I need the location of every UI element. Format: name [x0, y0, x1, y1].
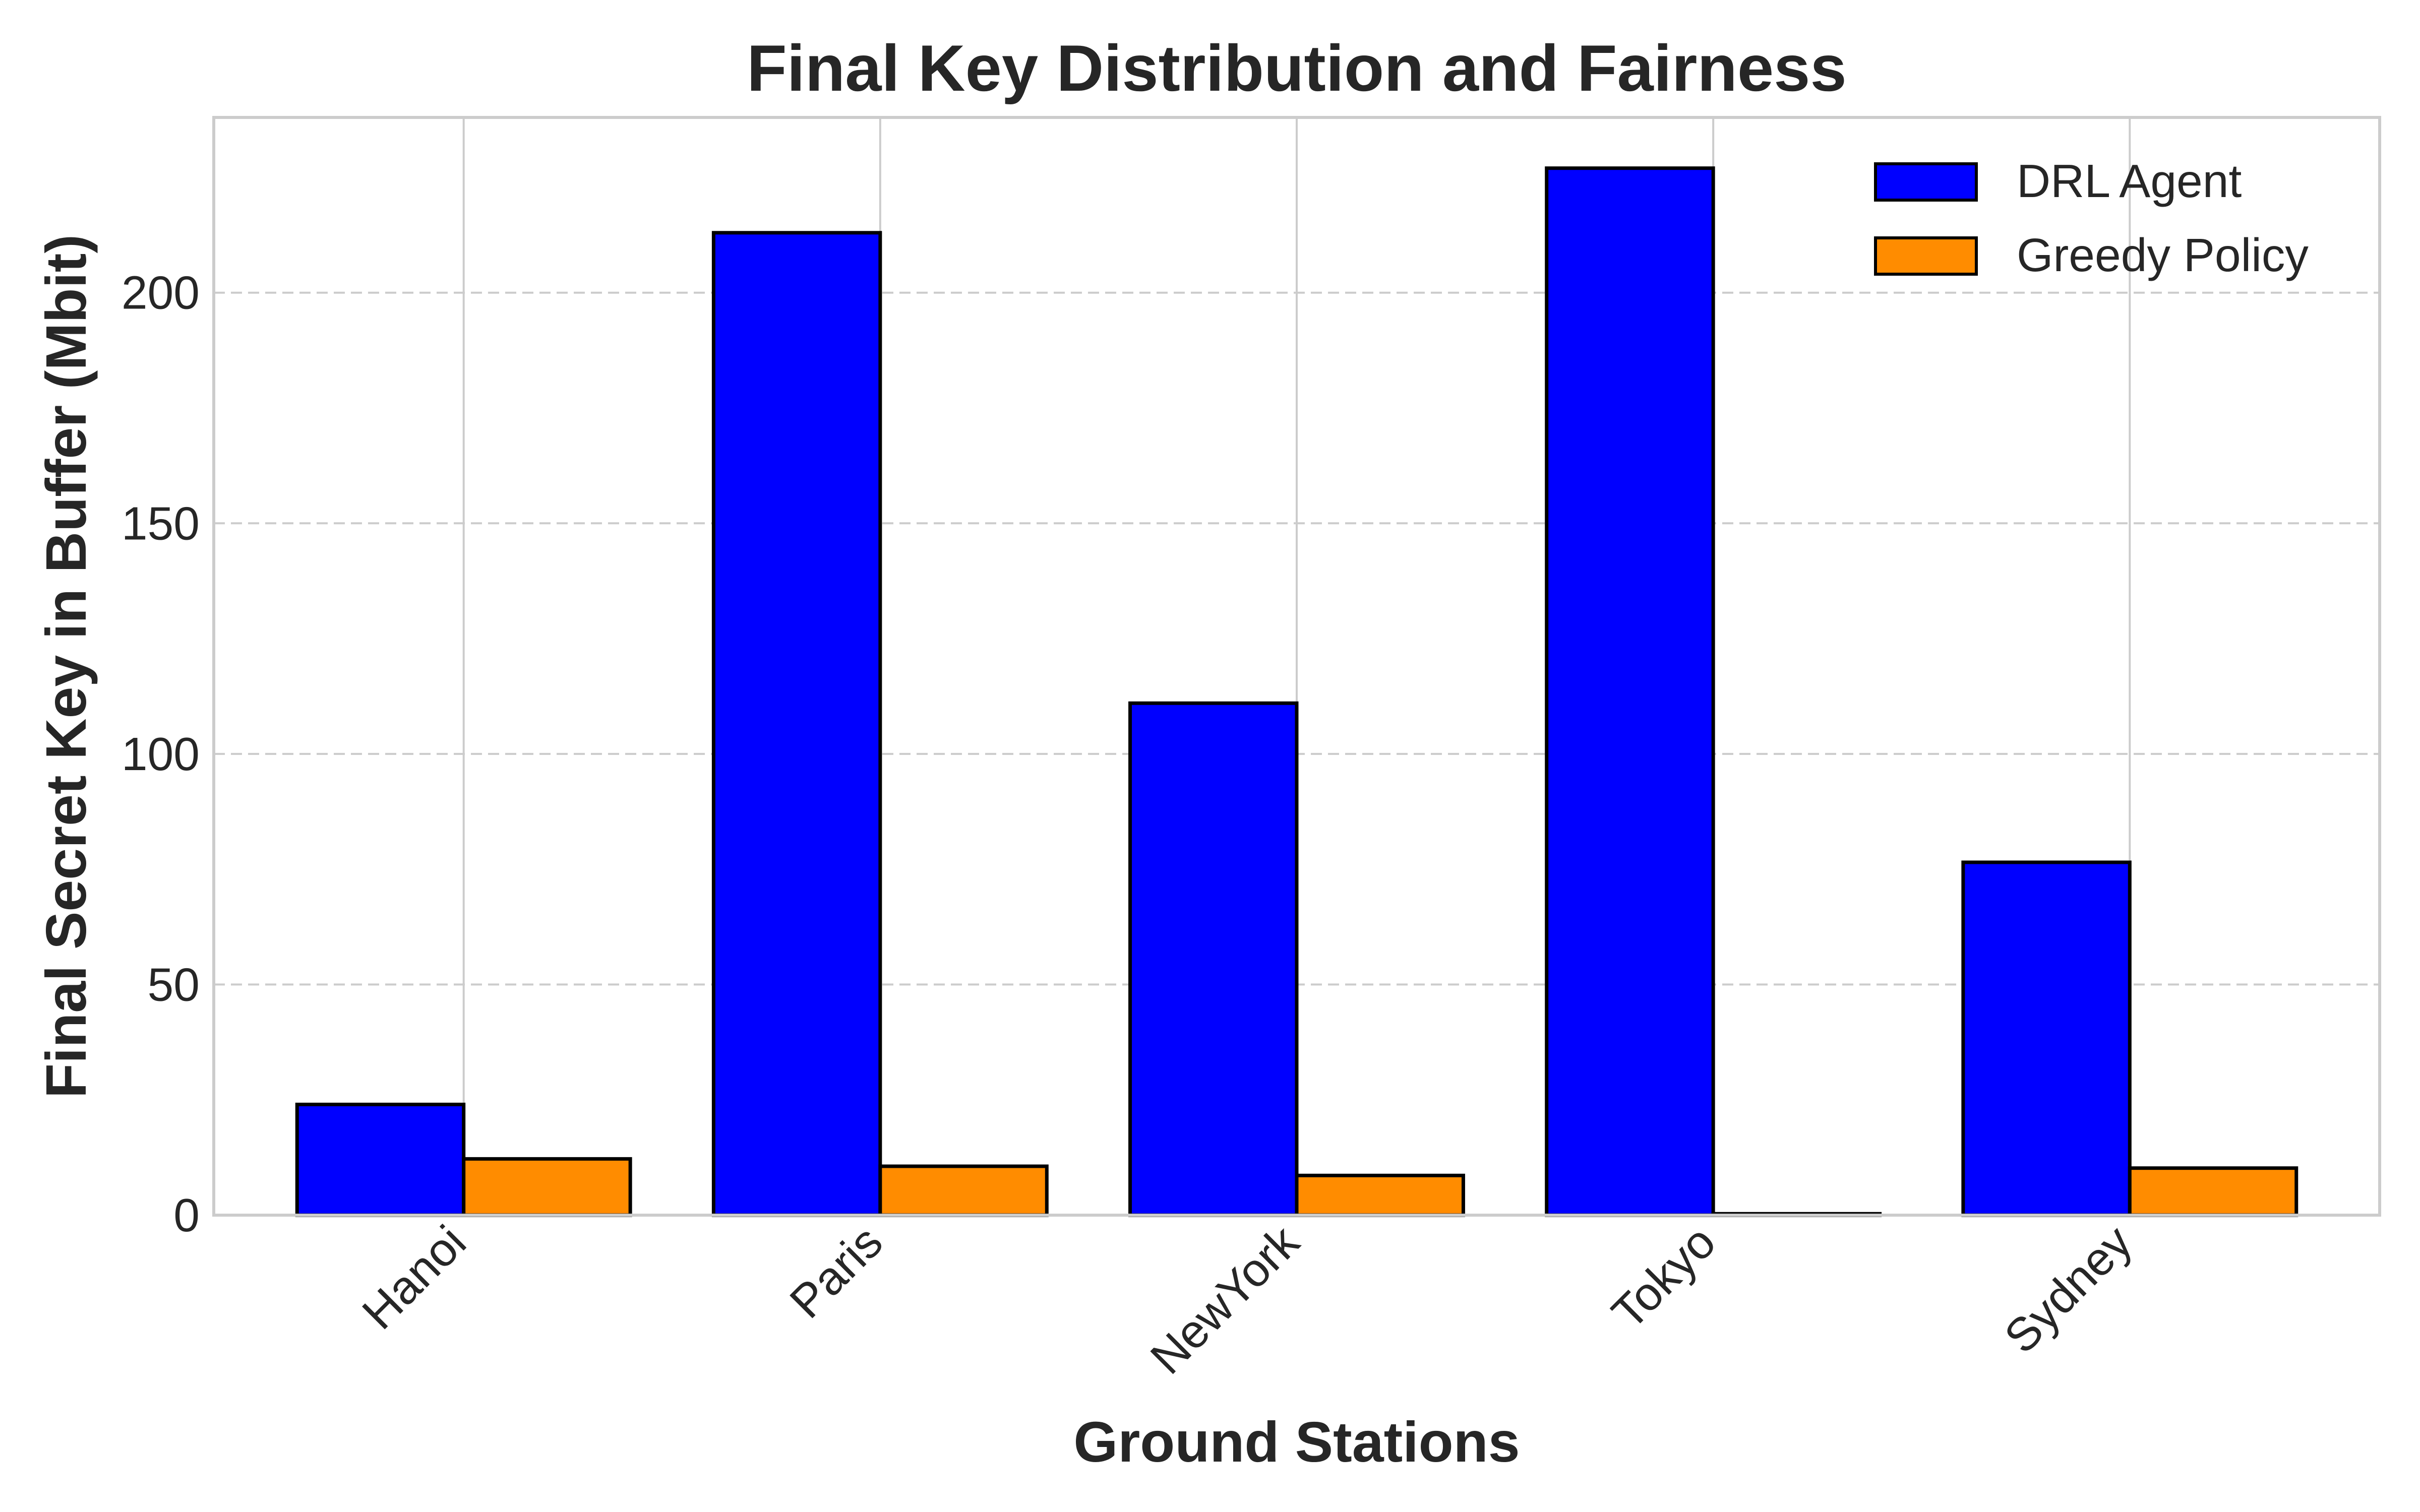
bar-greedy: [1295, 1173, 1465, 1217]
bar-drl: [295, 1102, 466, 1217]
legend-swatch: [1874, 236, 1978, 276]
bar-drl: [1961, 860, 2132, 1217]
bar-greedy: [462, 1157, 632, 1217]
legend-swatch: [1874, 162, 1978, 202]
bar-drl: [1545, 166, 1715, 1217]
bar-greedy: [2128, 1166, 2298, 1217]
x-ticks: Hanoi Paris NewYork Tokyo Sydney: [352, 1215, 2142, 1384]
bar-drl: [1128, 701, 1299, 1217]
y-tick-label: 100: [122, 728, 200, 780]
legend: DRL Agent Greedy Policy: [1874, 155, 2309, 281]
x-tick-label: Paris: [780, 1216, 892, 1328]
plot-frame: [212, 116, 2381, 1217]
x-axis-label: Ground Stations: [1073, 1410, 1520, 1474]
x-tick-label: Tokyo: [1602, 1216, 1725, 1339]
y-ticks: 0 50 100 150 200: [122, 267, 200, 1241]
x-tick-label: NewYork: [1140, 1215, 1309, 1384]
chart-title: Final Key Distribution and Fairness: [747, 31, 1847, 105]
legend-label: Greedy Policy: [2017, 229, 2309, 281]
y-tick-label: 200: [122, 267, 200, 319]
bars: [295, 166, 2298, 1217]
bar-drl: [711, 231, 882, 1217]
y-axis-label: Final Secret Key in Buffer (Mbit): [34, 234, 98, 1098]
y-tick-label: 50: [148, 958, 200, 1011]
legend-label: DRL Agent: [2017, 155, 2242, 207]
y-tick-label: 0: [173, 1189, 200, 1241]
bar-greedy: [878, 1164, 1049, 1217]
x-tick-label: Sydney: [1994, 1215, 2142, 1363]
y-tick-label: 150: [122, 497, 200, 549]
x-tick-label: Hanoi: [352, 1216, 475, 1339]
